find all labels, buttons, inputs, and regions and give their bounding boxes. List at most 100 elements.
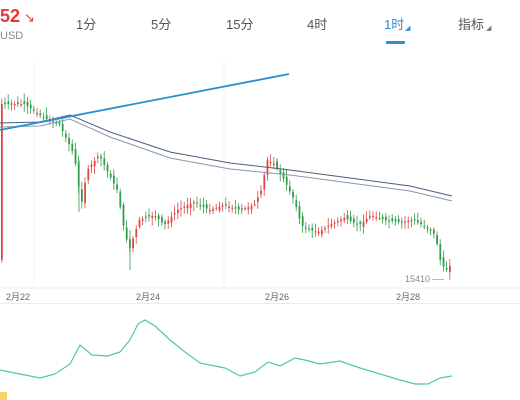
candle-body [148, 214, 150, 217]
candle-body [215, 207, 218, 209]
candle-body [103, 158, 106, 165]
candle-body [365, 218, 368, 222]
candle-body [314, 231, 317, 233]
active-tab-indicator [386, 41, 405, 44]
candle-body [356, 223, 358, 225]
candle-body [317, 231, 320, 234]
oscillator-line [0, 319, 453, 385]
candle-body [301, 216, 304, 226]
candle-body [391, 218, 394, 222]
tab-4hour[interactable]: 4时 [307, 17, 328, 32]
candle-body [29, 104, 32, 109]
candle-body [253, 204, 256, 206]
candle-body [378, 218, 381, 220]
candle-body [234, 207, 237, 209]
candle-body [138, 219, 141, 227]
candle-body [282, 172, 285, 179]
candle-body [74, 149, 77, 164]
candle-body [321, 230, 323, 235]
candle-body [353, 218, 355, 223]
candle-body [125, 227, 128, 240]
candle-body [333, 222, 336, 224]
candle-body [68, 137, 70, 145]
current-price: 52 [0, 6, 21, 26]
candle-body [244, 208, 246, 210]
candle-body [417, 220, 419, 223]
candle-body [359, 221, 362, 225]
candle-body [442, 257, 445, 267]
candle-body [343, 218, 346, 221]
candle-body [17, 102, 19, 104]
candle-body [289, 186, 291, 192]
candle-body [186, 205, 189, 209]
dropdown-corner-icon: ◢ [486, 25, 492, 32]
candle-body [388, 220, 390, 222]
candle-body [65, 133, 67, 138]
candle-body [292, 191, 294, 198]
candle-body [327, 225, 330, 228]
candle-body [263, 175, 266, 190]
candle-body [81, 189, 83, 202]
candle-body [273, 163, 275, 165]
candle-body [349, 216, 352, 221]
candle-body [295, 200, 298, 208]
candle-body [394, 218, 397, 222]
candle-body [231, 207, 234, 209]
candlestick-chart[interactable] [0, 60, 520, 300]
candle-body [170, 216, 173, 223]
tab-1min[interactable]: 1分 [76, 17, 97, 32]
candle-body [173, 213, 176, 215]
candle-body [285, 176, 288, 185]
candle-body [100, 156, 102, 159]
tab-5min[interactable]: 5分 [151, 17, 172, 32]
candle-body [257, 197, 259, 202]
candle-body [401, 221, 403, 223]
last-price-line [432, 279, 444, 280]
candle-body [426, 227, 429, 229]
candle-body [228, 206, 230, 208]
candle-body [109, 173, 112, 178]
candle-body [445, 268, 448, 270]
candle-body [397, 219, 400, 222]
candle-body [212, 208, 214, 211]
candle-body [369, 216, 371, 218]
tab-1hour[interactable]: 1时 [384, 17, 405, 32]
tab-15min[interactable]: 15分 [226, 17, 254, 32]
candle-body [385, 216, 387, 221]
candle-body [346, 215, 349, 220]
moving-average-line [0, 118, 453, 202]
candle-body [196, 202, 198, 204]
candle-body [135, 229, 138, 237]
candle-body [433, 229, 435, 234]
candle-body [97, 156, 99, 158]
indicator-chart[interactable] [0, 300, 520, 392]
candle-body [372, 215, 374, 217]
candle-body [340, 219, 342, 222]
candle-body [52, 120, 54, 123]
candle-body [10, 103, 13, 105]
candle-body [423, 225, 426, 228]
candle-body [311, 227, 314, 231]
candle-body [221, 205, 224, 207]
candle-body [45, 114, 48, 119]
x-tick-label: 2月26 [265, 292, 290, 302]
candle-body [7, 101, 10, 104]
candle-body [106, 164, 109, 172]
candle-body [26, 101, 29, 107]
candle-body [279, 169, 282, 174]
tab-indicators[interactable]: 指标 [458, 17, 485, 32]
candle-body [429, 229, 432, 231]
candle-body [269, 161, 272, 164]
candle-body [42, 116, 45, 119]
candle-body [218, 206, 221, 211]
candle-body [36, 112, 38, 115]
candle-body [413, 218, 416, 221]
candle-body [116, 184, 118, 190]
candle-body [330, 223, 333, 227]
candle-body [324, 227, 326, 230]
corner-icon [0, 392, 7, 400]
x-tick-label: 2月28 [396, 292, 421, 302]
candle-body [151, 215, 154, 219]
candle-body [305, 227, 307, 229]
candle-body [410, 220, 413, 222]
